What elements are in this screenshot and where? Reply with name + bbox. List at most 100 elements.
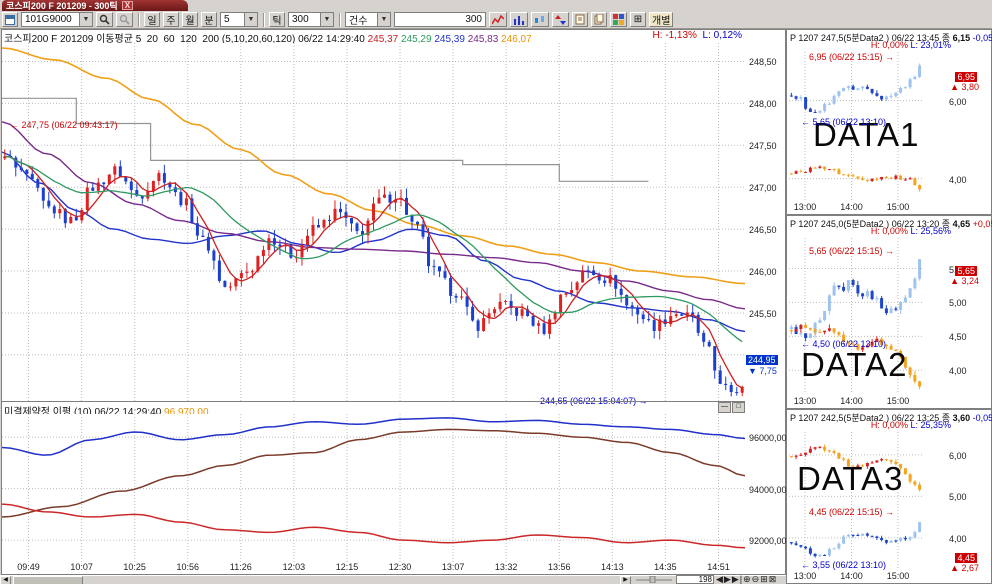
- current-price-marker: 244,95: [746, 355, 778, 365]
- zoom-in-icon[interactable]: ⊕: [743, 574, 752, 584]
- time-tick-label: 12:30: [388, 562, 412, 572]
- individual-button[interactable]: 개별: [649, 12, 674, 27]
- scrollbar-thumb[interactable]: [13, 576, 83, 584]
- chart-nav-icons: ◀▶▶|⊕⊖⊞⊠: [716, 574, 777, 584]
- chevron-down-icon[interactable]: ▼: [377, 13, 390, 26]
- document-icon[interactable]: [572, 12, 588, 27]
- scroll-right-button[interactable]: ▶: [620, 576, 631, 584]
- option-price-marker: 5,65: [955, 266, 977, 276]
- multichart-grid-icon[interactable]: [610, 12, 627, 27]
- period-day-button[interactable]: 일: [144, 12, 160, 27]
- minute-combo[interactable]: 5 ▼: [220, 12, 258, 27]
- option-change-label: ▲ 3,24: [950, 276, 979, 286]
- bar-chart-icon[interactable]: [510, 12, 528, 27]
- main-price-chart[interactable]: [2, 43, 745, 401]
- time-tick-label: 10:25: [123, 562, 146, 572]
- ma-values: 245,37 245,29 245,39 245,83 246,07: [367, 34, 532, 45]
- scroll-left-button[interactable]: ◀: [0, 576, 11, 584]
- subchart-axis: 96000,00 94000,00 92000,00: [746, 414, 787, 562]
- bar-count-input[interactable]: 198: [676, 575, 714, 584]
- option-price-tick: 6,00: [949, 96, 967, 107]
- annotation-low: ← 4,50 (06/22 13:10): [801, 339, 887, 350]
- time-tick-label: 14:00: [840, 396, 863, 406]
- document-copy-icon[interactable]: [591, 12, 607, 27]
- chevron-down-icon[interactable]: ▼: [244, 13, 257, 26]
- option-price-tick: 4,00: [949, 533, 967, 544]
- chevron-down-icon[interactable]: ▼: [79, 13, 92, 26]
- annotation-high: 5,65 (06/22 15:15) →: [809, 246, 895, 257]
- tick-combo[interactable]: 300 ▼: [288, 12, 334, 27]
- price-tick-label: 248,00: [749, 99, 777, 110]
- option-panel-2-header: P 1207 245,0(5분Data2 ) 06/22 13:20 종 4,6…: [790, 219, 992, 229]
- main-high-low: H: -1,13% L: 0,12%: [652, 30, 742, 41]
- chevron-down-icon[interactable]: ▼: [320, 13, 333, 26]
- minimize-icon[interactable]: —: [718, 402, 731, 413]
- option-change-label: ▲ 2,67: [950, 563, 979, 573]
- search-icon[interactable]: [96, 12, 113, 27]
- zoom-slider[interactable]: [636, 576, 672, 583]
- zoom-out-icon[interactable]: ⊖: [751, 574, 761, 584]
- panel-divider: [2, 401, 745, 402]
- tick-button[interactable]: 틱: [269, 12, 285, 27]
- option-title: P 1207 247,5(5분Data2 ): [790, 33, 890, 43]
- nav-grid-icon[interactable]: [2, 12, 18, 27]
- close-icon[interactable]: X: [121, 1, 134, 10]
- option-chart-1[interactable]: [789, 52, 922, 200]
- line-chart-icon[interactable]: [489, 12, 507, 27]
- data3-overlay: DATA3: [797, 460, 904, 497]
- candle-chart-icon[interactable]: [531, 12, 549, 27]
- symbol-combo[interactable]: 101G9000 ▼: [21, 12, 93, 27]
- option-price-tick: 4,00: [949, 174, 967, 185]
- updown-arrows-icon[interactable]: [552, 12, 569, 27]
- open-interest-chart[interactable]: [2, 414, 745, 562]
- annotation-low: ← 5,65 (06/22 13:10): [801, 117, 887, 128]
- low-pct-label: L: 0,12%: [702, 30, 742, 41]
- close-chart-icon[interactable]: ⊠: [768, 574, 778, 584]
- count-input[interactable]: 300: [394, 12, 486, 27]
- grid-layout-icon[interactable]: ⊞: [630, 12, 646, 27]
- step-back-icon[interactable]: ◀▶: [716, 574, 732, 584]
- instrument-label: 코스피200 F 201209: [4, 34, 94, 45]
- open-interest-title: 미결제약정 이평 (10): [4, 407, 92, 418]
- time-tick-label: 12:15: [335, 562, 359, 572]
- option-panel-1-header: P 1207 247,5(5분Data2 ) 06/22 13:45 종 6,1…: [790, 33, 992, 43]
- grid-toggle-icon[interactable]: ⊞: [760, 574, 769, 584]
- time-tick-label: 15:00: [886, 571, 910, 581]
- open-interest-value: 96,970,00: [164, 407, 209, 418]
- restore-icon[interactable]: □: [732, 402, 745, 413]
- option-chart-3[interactable]: [789, 432, 922, 569]
- symbol-value: 101G9000: [25, 14, 72, 25]
- time-tick-label: 15:00: [886, 202, 910, 212]
- time-tick-label: 13:56: [547, 562, 571, 572]
- oi-tick-label: 92000,00: [749, 536, 787, 547]
- period-month-button[interactable]: 월: [182, 12, 198, 27]
- period-week-button[interactable]: 주: [163, 12, 179, 27]
- high-pct-label: H: -1,13%: [652, 30, 697, 41]
- time-tick-label: 14:00: [840, 202, 863, 212]
- option-panel-2: P 1207 245,0(5분Data2 ) 06/22 13:20 종 4,6…: [786, 215, 992, 409]
- price-tick-label: 248,50: [749, 57, 777, 68]
- time-tick-label: 09:49: [17, 562, 40, 572]
- annotation-low: ← 3,55 (06/22 13:10): [801, 559, 887, 570]
- annotation-high: 6,95 (06/22 15:15) →: [809, 51, 895, 62]
- annotation-session-high: ← 247,75 (06/22 09:43:17): [10, 120, 118, 131]
- option-panel-3: P 1207 242,5(5분Data2 ) 06/22 13:25 종 3,6…: [786, 409, 992, 584]
- price-tick-label: 247,00: [749, 183, 777, 194]
- time-axis: 09:49 10:07 10:25 10:56 11:26 12:03 12:15 12:30…: [2, 562, 745, 574]
- period-minute-button[interactable]: 분: [201, 12, 217, 27]
- search-secondary-icon[interactable]: [116, 12, 133, 27]
- option-price-tick: 4,00: [949, 366, 967, 377]
- time-tick-label: 13:00: [793, 202, 817, 212]
- main-chart-header: 코스피200 F 201209 이동평균 5_20_60_120_200 (5,…: [4, 30, 744, 45]
- option-chart-2[interactable]: [789, 238, 922, 394]
- go-end-icon[interactable]: ▶|: [731, 574, 744, 584]
- window-tab[interactable]: 코스피200 F 201209 - 300틱 X: [2, 0, 188, 11]
- option-price-tick: 5,00: [949, 492, 967, 503]
- horizontal-scrollbar[interactable]: ◀ ▶: [0, 575, 786, 584]
- title-row: 코스피200 F 201209 - 300틱 X: [0, 0, 992, 11]
- subchart-window-controls: — □: [718, 402, 745, 413]
- price-tick-label: 245,50: [749, 308, 777, 319]
- data2-overlay: DATA2: [801, 346, 908, 383]
- count-combo[interactable]: 건수 ▼: [345, 12, 391, 27]
